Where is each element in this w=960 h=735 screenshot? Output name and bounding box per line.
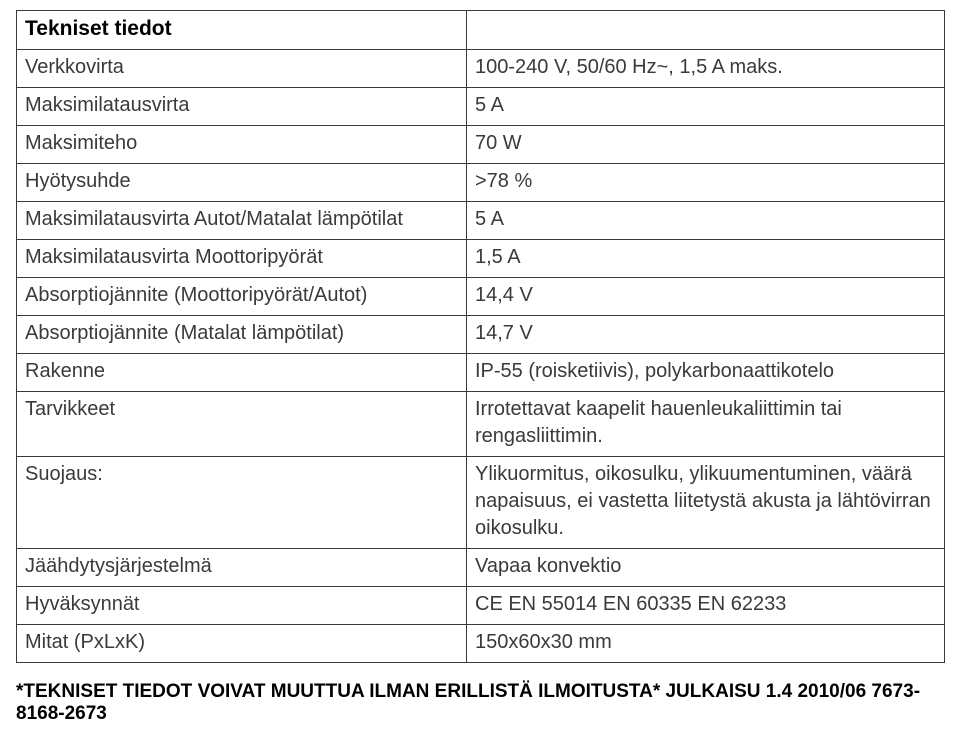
spec-value: 14,4 V <box>467 278 945 316</box>
spec-label: Tarvikkeet <box>17 392 467 457</box>
table-row: Maksimilatausvirta 5 A <box>17 88 945 126</box>
spec-label: Rakenne <box>17 354 467 392</box>
spec-value: Irrotettavat kaapelit hauenleukaliittimi… <box>467 392 945 457</box>
spec-label: Verkkovirta <box>17 50 467 88</box>
spec-label: Jäähdytysjärjestelmä <box>17 549 467 587</box>
spec-value: >78 % <box>467 164 945 202</box>
spec-value: 5 A <box>467 202 945 240</box>
spec-label: Mitat (PxLxK) <box>17 625 467 663</box>
table-row: Verkkovirta 100-240 V, 50/60 Hz~, 1,5 A … <box>17 50 945 88</box>
specs-table: Tekniset tiedot Verkkovirta 100-240 V, 5… <box>16 10 945 663</box>
spec-value: Ylikuormitus, oikosulku, ylikuumentumine… <box>467 457 945 549</box>
spec-label: Maksimilatausvirta Moottoripyörät <box>17 240 467 278</box>
table-row: Hyötysuhde >78 % <box>17 164 945 202</box>
table-row: Hyväksynnät CE EN 55014 EN 60335 EN 6223… <box>17 587 945 625</box>
footer-note: *TEKNISET TIEDOT VOIVAT MUUTTUA ILMAN ER… <box>16 681 944 725</box>
spec-value: 14,7 V <box>467 316 945 354</box>
table-row: Suojaus: Ylikuormitus, oikosulku, ylikuu… <box>17 457 945 549</box>
table-header-cell: Tekniset tiedot <box>17 11 467 50</box>
spec-value: IP-55 (roisketiivis), polykarbonaattikot… <box>467 354 945 392</box>
spec-label: Maksimilatausvirta <box>17 88 467 126</box>
spec-label: Hyötysuhde <box>17 164 467 202</box>
spec-label: Maksimilatausvirta Autot/Matalat lämpöti… <box>17 202 467 240</box>
spec-value: 70 W <box>467 126 945 164</box>
spec-value: CE EN 55014 EN 60335 EN 62233 <box>467 587 945 625</box>
spec-value: Vapaa konvektio <box>467 549 945 587</box>
table-header-row: Tekniset tiedot <box>17 11 945 50</box>
table-header-empty <box>467 11 945 50</box>
table-row: Absorptiojännite (Matalat lämpötilat) 14… <box>17 316 945 354</box>
table-row: Mitat (PxLxK) 150x60x30 mm <box>17 625 945 663</box>
spec-value: 5 A <box>467 88 945 126</box>
table-row: Absorptiojännite (Moottoripyörät/Autot) … <box>17 278 945 316</box>
specs-tbody: Tekniset tiedot Verkkovirta 100-240 V, 5… <box>17 11 945 663</box>
spec-label: Maksimiteho <box>17 126 467 164</box>
spec-value: 100-240 V, 50/60 Hz~, 1,5 A maks. <box>467 50 945 88</box>
table-row: Maksimilatausvirta Autot/Matalat lämpöti… <box>17 202 945 240</box>
spec-value: 1,5 A <box>467 240 945 278</box>
spec-label: Absorptiojännite (Matalat lämpötilat) <box>17 316 467 354</box>
spec-label: Absorptiojännite (Moottoripyörät/Autot) <box>17 278 467 316</box>
table-row: Rakenne IP-55 (roisketiivis), polykarbon… <box>17 354 945 392</box>
table-row: Maksimilatausvirta Moottoripyörät 1,5 A <box>17 240 945 278</box>
table-row: Tarvikkeet Irrotettavat kaapelit hauenle… <box>17 392 945 457</box>
table-row: Jäähdytysjärjestelmä Vapaa konvektio <box>17 549 945 587</box>
table-row: Maksimiteho 70 W <box>17 126 945 164</box>
spec-value: 150x60x30 mm <box>467 625 945 663</box>
spec-label: Suojaus: <box>17 457 467 549</box>
spec-label: Hyväksynnät <box>17 587 467 625</box>
